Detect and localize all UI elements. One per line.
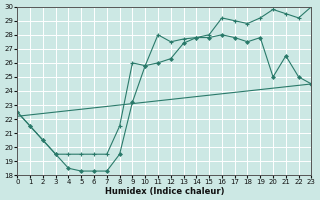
X-axis label: Humidex (Indice chaleur): Humidex (Indice chaleur): [105, 187, 224, 196]
